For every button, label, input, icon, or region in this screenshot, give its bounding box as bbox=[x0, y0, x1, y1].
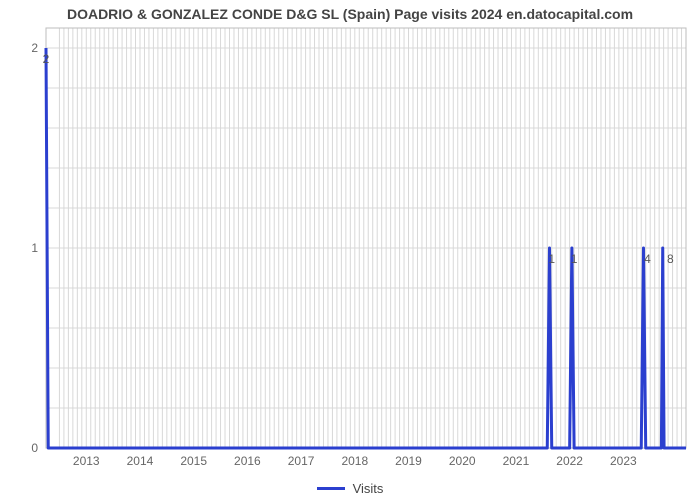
x-tick-label: 2023 bbox=[610, 454, 637, 468]
x-tick-label: 2016 bbox=[234, 454, 261, 468]
x-tick-label: 2017 bbox=[288, 454, 315, 468]
x-tick-label: 2020 bbox=[449, 454, 476, 468]
x-tick-label: 2021 bbox=[503, 454, 530, 468]
chart-svg bbox=[46, 28, 686, 448]
y-tick-label: 0 bbox=[31, 441, 38, 455]
y-tick-label: 1 bbox=[31, 241, 38, 255]
x-tick-label: 2018 bbox=[341, 454, 368, 468]
legend-label: Visits bbox=[353, 481, 384, 496]
legend-swatch bbox=[317, 487, 345, 490]
legend: Visits bbox=[0, 480, 700, 496]
x-tick-label: 2013 bbox=[73, 454, 100, 468]
x-tick-label: 2022 bbox=[556, 454, 583, 468]
y-tick-label: 2 bbox=[31, 41, 38, 55]
x-tick-label: 2019 bbox=[395, 454, 422, 468]
chart-title: DOADRIO & GONZALEZ CONDE D&G SL (Spain) … bbox=[0, 6, 700, 22]
x-tick-label: 2014 bbox=[127, 454, 154, 468]
chart-plot-area: 0122013201420152016201720182019202020212… bbox=[46, 28, 686, 448]
x-tick-label: 2015 bbox=[180, 454, 207, 468]
